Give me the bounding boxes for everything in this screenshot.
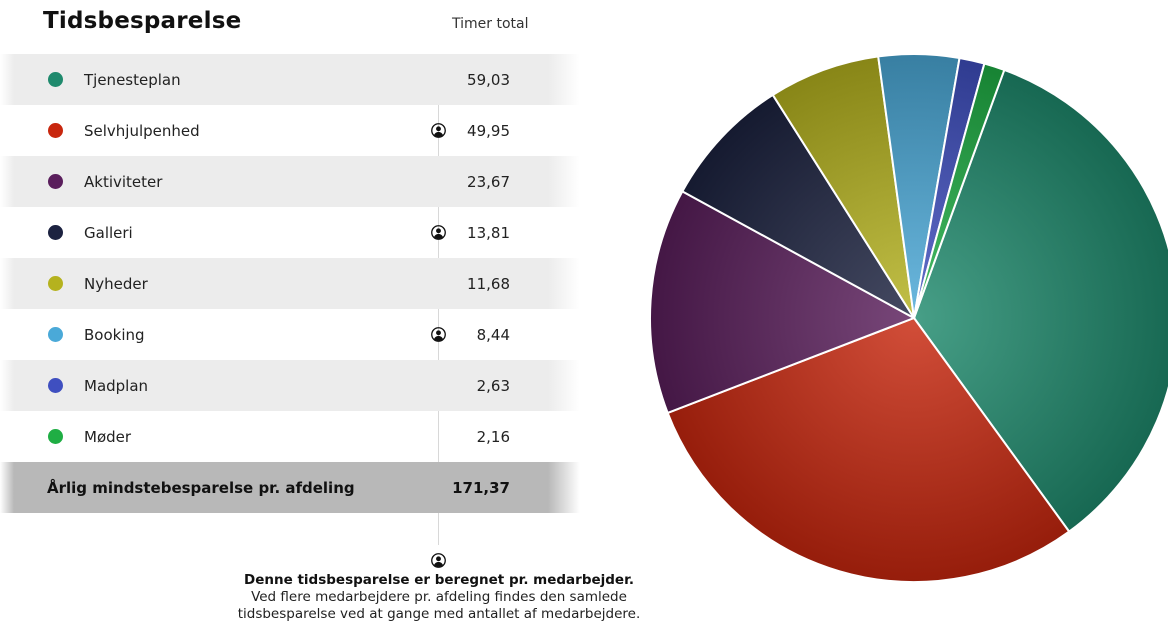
table-row: Møder 2,16 [0,411,580,462]
footnote-line-2: Ved flere medarbejdere pr. afdeling find… [251,589,627,605]
legend-dot-icon [48,72,63,87]
pie-slice-tjenesteplan [913,68,1168,533]
footnote-line-3: tidsbesparelse ved at gange med antallet… [237,606,641,622]
row-value: 59,03 [467,70,510,89]
row-label: Selvhjulpenhed [84,121,200,140]
pie-slice-selvhjulpenhed [666,317,1071,583]
legend-dot-icon [48,429,63,444]
row-label: Booking [84,325,145,344]
total-label: Årlig mindstebesparelse pr. afdeling [47,478,355,497]
row-value: 23,67 [467,172,510,191]
legend-dot-icon [48,378,63,393]
legend-dot-icon [48,174,63,189]
pie-slice-galleri [681,93,915,319]
person-icon [431,123,446,138]
table-row: Aktiviteter 23,67 [0,156,580,207]
row-label: Møder [84,427,132,446]
table-row: Tjenesteplan 59,03 [0,54,580,105]
row-value: 8,44 [476,325,510,344]
page-title: Tidsbesparelse [43,8,242,34]
table-row: Selvhjulpenhed 49,95 [0,105,580,156]
footnote: Denne tidsbesparelse er beregnet pr. med… [200,572,678,623]
column-header: Timer total [452,16,529,32]
divider-line [438,90,439,545]
table-row: Booking 8,44 [0,309,580,360]
legend-dot-icon [48,327,63,342]
total-row: Årlig mindstebesparelse pr. afdeling 171,… [0,462,580,513]
total-value: 171,37 [452,478,510,497]
savings-table: Tjenesteplan 59,03 Selvhjulpenhed 49,95 Akti… [0,54,580,513]
row-label: Madplan [84,376,149,395]
person-icon [431,327,446,342]
table-row: Nyheder 11,68 [0,258,580,309]
row-label: Nyheder [84,274,148,293]
row-label: Tjenesteplan [84,70,181,89]
legend-dot-icon [48,123,63,138]
row-value: 2,16 [476,427,510,446]
pie-slice-møder [913,62,1006,319]
row-value: 2,63 [476,376,510,395]
person-icon [431,225,446,240]
pie-slice-aktiviteter [649,190,915,414]
table-row: Galleri 13,81 [0,207,580,258]
row-value: 49,95 [467,121,510,140]
row-label: Aktiviteter [84,172,163,191]
row-label: Galleri [84,223,133,242]
pie-slice-nyheder [771,55,915,319]
pie-chart [649,53,1168,583]
legend-dot-icon [48,225,63,240]
person-icon [431,553,446,568]
footnote-line-1: Denne tidsbesparelse er beregnet pr. med… [244,572,634,588]
row-value: 13,81 [467,223,510,242]
table-row: Madplan 2,63 [0,360,580,411]
legend-dot-icon [48,276,63,291]
row-value: 11,68 [467,274,510,293]
